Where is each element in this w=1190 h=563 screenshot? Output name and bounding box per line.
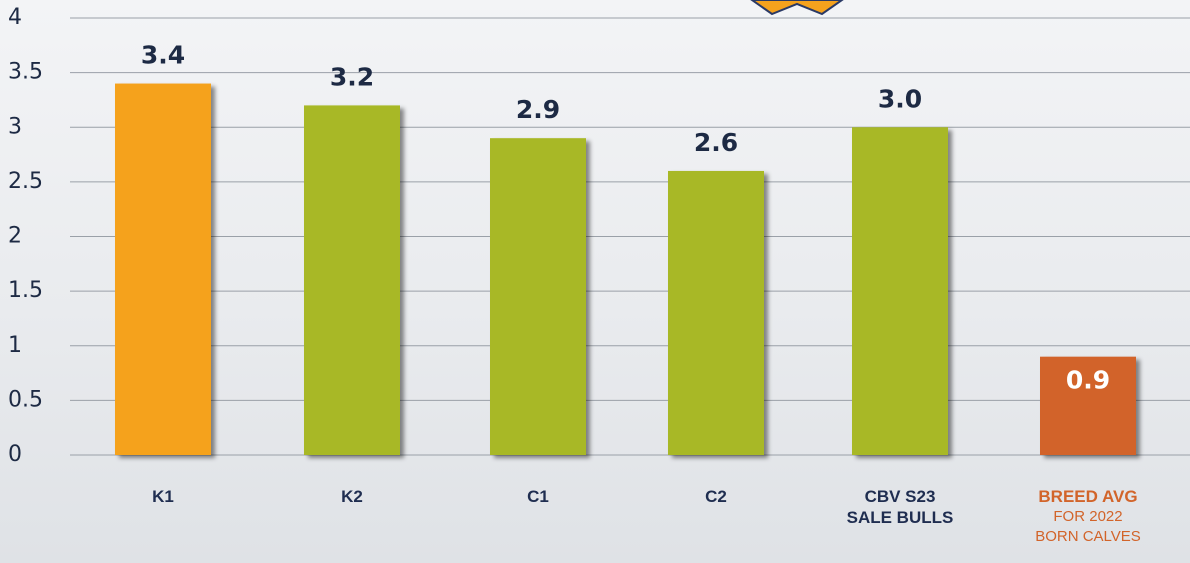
- x-tick-label: BREED AVG: [1013, 486, 1163, 507]
- y-tick-label: 1: [8, 333, 22, 358]
- x-tick-label: C2: [641, 486, 791, 507]
- category-note: FOR 2022 BORN CALVES: [1013, 507, 1163, 547]
- y-tick-label: 0: [8, 442, 22, 467]
- x-tick-label: K2: [277, 486, 427, 507]
- y-tick-label: 3: [8, 114, 22, 139]
- value-label: 3.4: [141, 41, 185, 70]
- bar: [852, 127, 948, 455]
- y-tick-label: 2.5: [8, 169, 43, 194]
- y-tick-label: 4: [8, 5, 22, 30]
- y-tick-label: 0.5: [8, 387, 43, 412]
- x-tick-label: K1: [88, 486, 238, 507]
- value-label: 3.2: [330, 62, 374, 91]
- star-decoration: [752, 0, 842, 14]
- value-label: 2.9: [516, 95, 560, 124]
- chart: 0 0.5 1 1.5 2 2.5 3 3.5 4 3.4 3.2 2.9 2.6 3.0 0.9 K1 K2…: [0, 0, 1190, 563]
- bar: [115, 84, 211, 455]
- x-tick-label: C1: [463, 486, 613, 507]
- y-tick-label: 3.5: [8, 60, 43, 85]
- value-label: 2.6: [694, 128, 738, 157]
- bar: [304, 105, 400, 455]
- y-tick-label: 2: [8, 224, 22, 249]
- x-tick-label: CBV S23 SALE BULLS: [825, 486, 975, 528]
- bar: [490, 138, 586, 455]
- value-label: 3.0: [878, 84, 922, 113]
- chart-svg: 0 0.5 1 1.5 2 2.5 3 3.5 4 3.4 3.2 2.9 2.6 3.0 0.9: [0, 0, 1190, 563]
- value-label: 0.9: [1066, 366, 1110, 395]
- bar: [668, 171, 764, 455]
- y-tick-label: 1.5: [8, 278, 43, 303]
